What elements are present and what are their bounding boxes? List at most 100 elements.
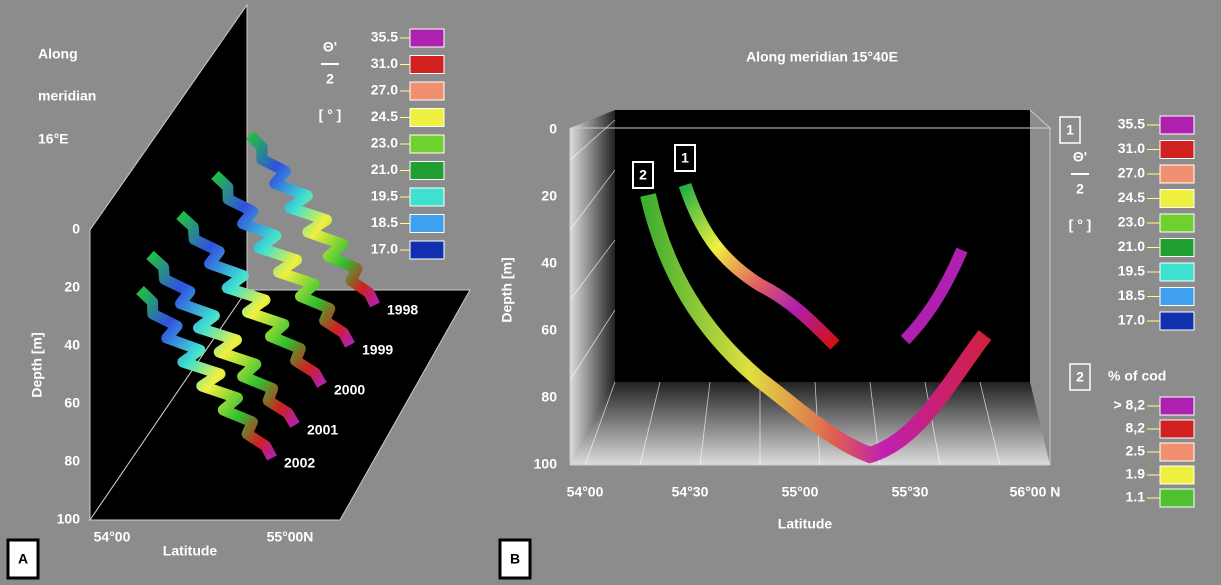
legend-label: 19.5 — [371, 188, 398, 204]
panel-letter: A — [18, 551, 28, 567]
y-tick-label: 0 — [72, 221, 80, 237]
legend-label: 2.5 — [1126, 443, 1146, 459]
legend-label: 24.5 — [1118, 189, 1145, 205]
y-tick-label: 20 — [64, 279, 80, 295]
legend-header: Θ' — [1073, 149, 1087, 165]
legend-swatch — [1159, 262, 1195, 282]
legend-label: 17.0 — [371, 241, 398, 257]
year-profile — [176, 210, 327, 388]
legend-label: 35.5 — [371, 29, 398, 45]
legend-label: 35.5 — [1118, 116, 1145, 132]
legend-label: 19.5 — [1118, 263, 1145, 279]
profile-1-tail — [900, 247, 968, 345]
legend-title: % of cod — [1108, 368, 1166, 384]
y-tick-label: 40 — [64, 337, 80, 353]
legend-swatch — [1159, 287, 1195, 306]
legend-header: [ ° ] — [1069, 217, 1092, 233]
legend-swatch — [409, 81, 445, 101]
legend-swatch — [1159, 488, 1195, 508]
x-axis-title: Latitude — [778, 516, 833, 532]
x-tick-label: 54°30 — [672, 484, 709, 500]
legend-swatch — [409, 214, 445, 233]
legend-header: 2 — [1076, 181, 1084, 197]
x-tick-label: 54°00 — [567, 484, 604, 500]
wall-grid-line — [569, 119, 616, 161]
panel-title: Along meridian 15°40E — [746, 49, 898, 65]
legend-label: 24.5 — [371, 108, 398, 124]
marker-label: 1 — [681, 150, 689, 166]
legend-label: 21.0 — [371, 161, 398, 177]
marker-box — [674, 144, 696, 172]
year-label: 2001 — [307, 422, 338, 438]
x-tick-label: 56°00 N — [1010, 484, 1061, 500]
legend-key: 2 — [1076, 369, 1084, 385]
year-profile — [211, 171, 355, 348]
panel-letter-box — [498, 538, 532, 580]
panel-title: meridian — [38, 88, 96, 104]
year-label: 1998 — [387, 302, 418, 318]
legend-swatch — [1159, 442, 1195, 462]
y-tick-label: 0 — [549, 121, 557, 137]
year-label: 2000 — [334, 382, 365, 398]
legend-key-box — [1069, 363, 1091, 391]
panel-letter-box — [6, 538, 40, 580]
legend-swatch — [1159, 189, 1195, 208]
x-tick-label: 55°30 — [892, 484, 929, 500]
floor-grid-line — [639, 381, 661, 466]
legend-swatch — [1159, 164, 1195, 184]
legend-label: 23.0 — [371, 135, 398, 151]
legend-swatch — [409, 55, 445, 74]
side-wall — [570, 110, 615, 465]
year-label: 2002 — [284, 455, 315, 471]
year-profile — [246, 131, 380, 308]
legend-swatch — [1159, 465, 1195, 485]
legend-label: 27.0 — [371, 82, 398, 98]
legend-swatch — [409, 134, 445, 154]
legend-label: 17.0 — [1118, 312, 1145, 328]
legend-header: 2 — [326, 71, 334, 87]
marker-box — [632, 161, 654, 189]
legend-label: 1.1 — [1126, 489, 1146, 505]
y-tick-label: 100 — [534, 456, 558, 472]
wall-grid-line — [569, 309, 616, 381]
legend-label: 21.0 — [1118, 238, 1145, 254]
legend-label: 18.5 — [1118, 287, 1145, 303]
panel-letter: B — [510, 551, 520, 567]
floor-grid-line — [699, 381, 711, 466]
x-axis-title: Latitude — [163, 543, 218, 559]
y-tick-label: 80 — [64, 453, 80, 469]
legend-key: 1 — [1066, 122, 1074, 138]
y-axis-title: Depth [m] — [499, 257, 515, 322]
y-tick-label: 20 — [541, 188, 557, 204]
legend-swatch — [409, 161, 445, 180]
legend-swatch — [1159, 311, 1195, 331]
profile-1 — [678, 182, 840, 350]
x-tick-label: 55°00N — [267, 529, 314, 545]
y-tick-label: 40 — [541, 255, 557, 271]
legend-swatch — [1159, 213, 1195, 233]
panel-title: Along — [38, 46, 78, 62]
marker-label: 2 — [639, 167, 647, 183]
year-profile — [146, 250, 300, 428]
year-label: 1999 — [362, 342, 393, 358]
legend-label: 31.0 — [371, 55, 398, 71]
legend-swatch — [409, 108, 445, 127]
y-tick-label: 100 — [57, 511, 81, 527]
panel-title: 16°E — [38, 131, 69, 147]
y-tick-label: 80 — [541, 389, 557, 405]
y-tick-label: 60 — [64, 395, 80, 411]
legend-label: 23.0 — [1118, 214, 1145, 230]
legend-label: 8,2 — [1126, 420, 1146, 436]
legend-label: > 8,2 — [1113, 397, 1145, 413]
legend-key-box — [1059, 116, 1081, 144]
floor-grid-line — [924, 381, 941, 466]
legend-swatch — [409, 187, 445, 207]
y-axis-title: Depth [m] — [29, 332, 45, 397]
legend-swatch — [1159, 238, 1195, 257]
legend-header: Θ' — [323, 39, 337, 55]
legend-swatch — [1159, 140, 1195, 159]
legend-swatch — [1159, 396, 1195, 416]
legend-label: 1.9 — [1126, 466, 1146, 482]
legend-swatch — [409, 240, 445, 260]
